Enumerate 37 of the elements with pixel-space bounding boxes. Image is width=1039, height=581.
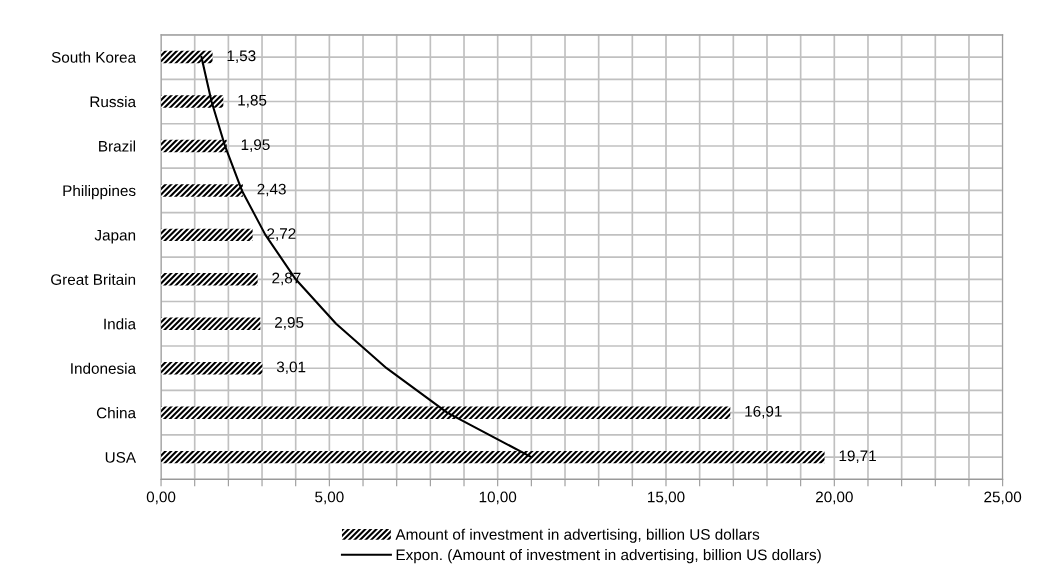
data-label: 2,72 — [267, 228, 296, 241]
y-tick-label: Japan — [94, 229, 136, 244]
x-tick-label: 5,00 — [315, 491, 344, 505]
bar — [161, 361, 263, 375]
bar — [161, 228, 253, 242]
bar — [161, 139, 227, 153]
data-label: 2,95 — [275, 317, 304, 330]
bar — [161, 273, 258, 286]
y-tick-label: India — [104, 318, 137, 330]
x-tick-label: 20,00 — [815, 491, 853, 505]
x-tick-label: 15,00 — [648, 491, 685, 505]
bar — [161, 406, 731, 419]
data-label: 1,53 — [227, 50, 256, 63]
legend-label: Expon. (Amount of investment in advertising, billion US dollars) — [396, 548, 821, 564]
x-tick-label: 25,00 — [984, 491, 1022, 505]
bar — [161, 317, 261, 330]
bar — [161, 95, 224, 108]
y-tick-label: USA — [105, 451, 137, 463]
y-tick-label: Philippines — [63, 184, 136, 200]
y-tick-label: Great Britain — [51, 273, 136, 285]
y-tick-label: Brazil — [99, 140, 136, 152]
y-tick-label: Russia — [90, 95, 137, 108]
data-label: 16,91 — [745, 405, 782, 419]
y-tick-label: China — [96, 407, 137, 419]
legend-label: Amount of investment in advertising, billion US dollars — [395, 528, 760, 543]
bar — [161, 50, 213, 64]
bar — [161, 450, 825, 464]
x-tick-label: 10,00 — [479, 491, 517, 505]
data-label: 3,01 — [276, 361, 306, 375]
data-label: 1,85 — [238, 94, 267, 108]
bar — [161, 184, 243, 197]
x-tick-label: 0,00 — [146, 491, 176, 505]
y-tick-label: South Korea — [51, 51, 137, 63]
y-tick-label: Indonesia — [71, 362, 137, 374]
data-label: 19,71 — [839, 450, 876, 464]
data-label: 2,43 — [257, 183, 286, 197]
data-label: 1,95 — [241, 139, 270, 152]
